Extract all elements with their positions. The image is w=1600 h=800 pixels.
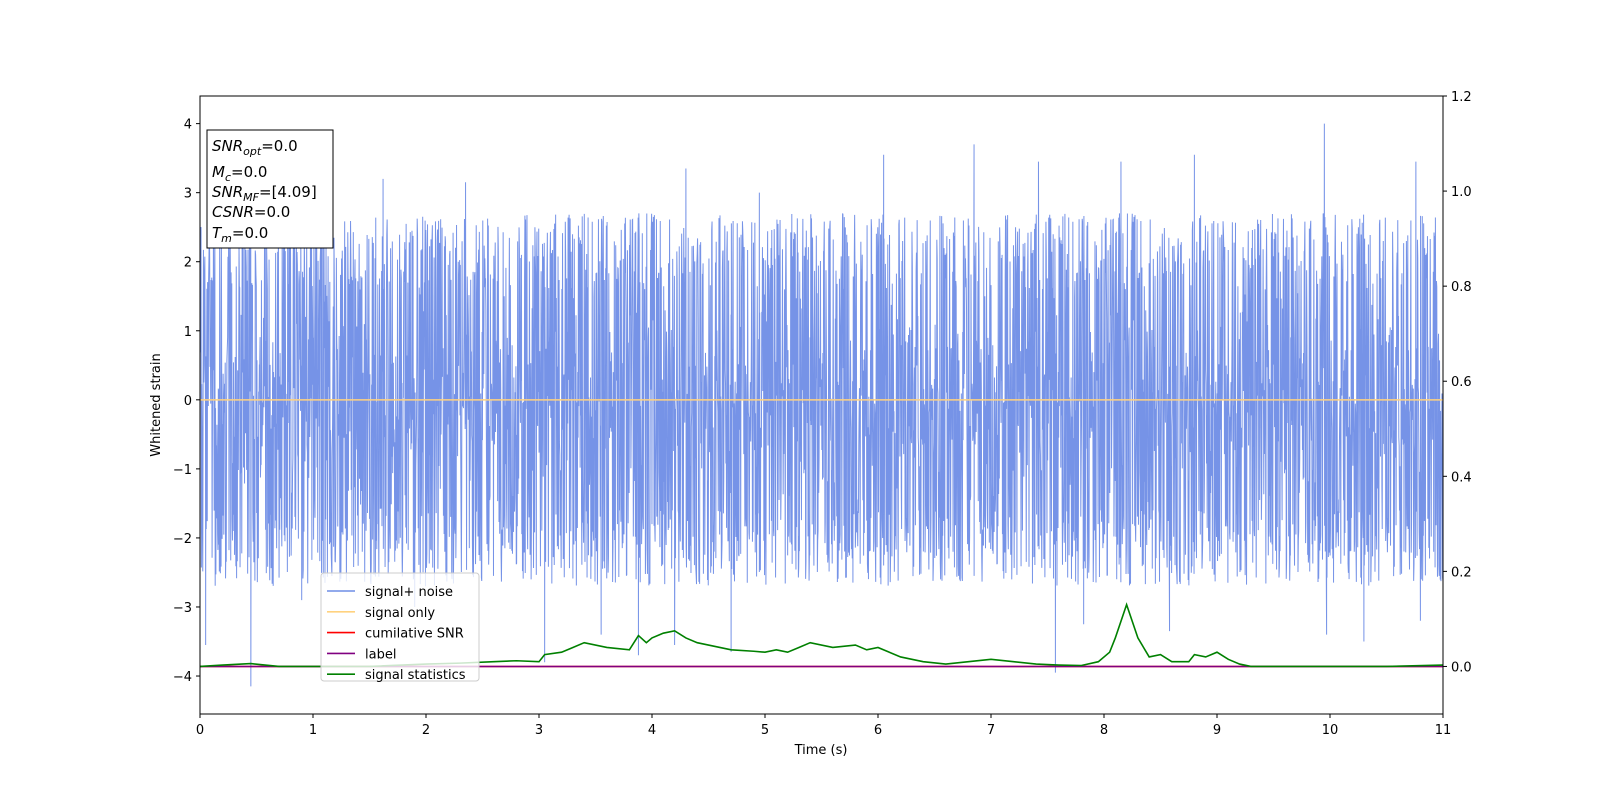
y-tick-label: −2 xyxy=(173,532,192,547)
signal-statistics-series xyxy=(199,602,1444,668)
y-axis-right: 0.0 0.2 0.4 0.6 0.8 1.0 1.2 xyxy=(1443,90,1472,675)
legend-label: label xyxy=(365,647,396,662)
x-tick-label: 2 xyxy=(422,723,430,738)
y-tick-label: −1 xyxy=(173,463,192,478)
y-tick-label: −3 xyxy=(173,601,192,616)
y-tick-label: 0 xyxy=(184,394,192,409)
x-tick-label: 9 xyxy=(1213,723,1221,738)
y-tick-label: 4 xyxy=(184,118,192,133)
y2-tick-label: 0.0 xyxy=(1451,660,1472,675)
x-tick-label: 3 xyxy=(535,723,543,738)
x-tick-label: 10 xyxy=(1322,723,1339,738)
legend: signal+ noise signal only cumilative SNR la… xyxy=(320,572,480,683)
x-tick-label: 7 xyxy=(987,723,995,738)
x-tick-label: 0 xyxy=(196,723,204,738)
y-axis-left: −4 −3 −2 −1 0 1 2 3 4 xyxy=(173,118,200,685)
y2-tick-label: 0.2 xyxy=(1451,565,1472,580)
y2-tick-label: 0.6 xyxy=(1451,375,1472,390)
tm-text: Tm=0.0 xyxy=(212,224,268,245)
x-tick-label: 5 xyxy=(761,723,769,738)
snr-mf-text: SNRMF=[4.09] xyxy=(212,183,317,204)
y-tick-label: 3 xyxy=(184,187,192,202)
y-tick-label: −4 xyxy=(173,670,192,685)
csnr-text: CSNR=0.0 xyxy=(212,203,290,221)
x-tick-label: 8 xyxy=(1100,723,1108,738)
signal-noise-series xyxy=(200,123,1443,687)
x-tick-label: 1 xyxy=(309,723,317,738)
x-tick-label: 11 xyxy=(1435,723,1452,738)
y-axis-label: Whitened strain xyxy=(149,353,164,456)
y-tick-label: 1 xyxy=(184,325,192,340)
signal-noise-line xyxy=(200,123,1443,687)
snr-opt-text: SNRopt=0.0 xyxy=(212,137,298,158)
x-axis-label: Time (s) xyxy=(794,743,848,758)
x-tick-label: 6 xyxy=(874,723,882,738)
legend-label: signal only xyxy=(365,606,435,621)
mc-text: Mc=0.0 xyxy=(212,163,267,184)
signal-statistics-line xyxy=(199,602,1444,668)
y2-tick-label: 1.2 xyxy=(1451,90,1472,105)
info-box: SNRopt=0.0 Mc=0.0 SNRMF=[4.09] CSNR=0.0 … xyxy=(206,129,334,249)
legend-label: signal+ noise xyxy=(365,585,453,600)
plot-frame xyxy=(199,95,1444,715)
y2-tick-label: 0.8 xyxy=(1451,280,1472,295)
y2-tick-label: 1.0 xyxy=(1451,185,1472,200)
x-tick-label: 4 xyxy=(648,723,656,738)
x-axis: 0 1 2 3 4 5 6 7 8 9 10 11 xyxy=(196,714,1451,738)
y-tick-label: 2 xyxy=(184,256,192,271)
legend-label: signal statistics xyxy=(365,668,466,683)
y2-tick-label: 0.4 xyxy=(1451,470,1472,485)
legend-label: cumilative SNR xyxy=(365,627,464,642)
